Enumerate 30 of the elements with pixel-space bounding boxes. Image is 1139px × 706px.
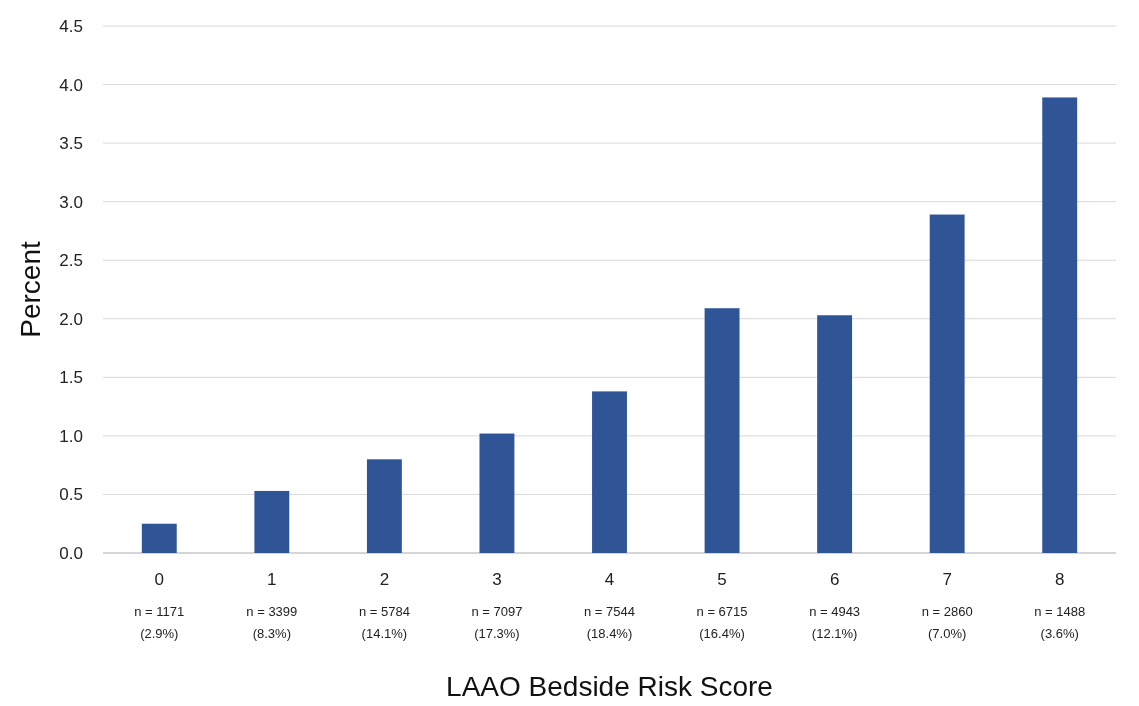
x-tick-label: 3 n = 7097 (17.3%) [471,570,523,641]
bar [704,308,740,553]
x-tick-label: 1 n = 3399 (8.3%) [246,570,298,641]
y-tick-label: 4.5 [59,16,83,36]
x-tick-label: 2 n = 5784 (14.1%) [358,570,410,641]
y-axis-title: Percent [15,241,46,338]
x-tick-label: 0 n = 1171 (2.9%) [134,570,185,641]
y-tick-label: 1.5 [59,368,83,388]
y-tick-label: 0.5 [59,485,83,505]
bar [366,459,402,553]
bar [592,391,627,553]
bar [254,490,290,553]
y-tick-label: 3.5 [59,134,83,154]
y-tick-label: 0.0 [59,543,83,563]
x-tick-label: 6 n = 4943 (12.1%) [809,570,861,641]
bar [141,523,177,553]
y-tick-label: 3.0 [59,192,83,212]
x-axis-title: LAAO Bedside Risk Score [446,671,773,702]
x-tick-label: 8 n = 1488 (3.6%) [1034,570,1086,641]
bar [1042,97,1078,553]
x-tick-label: 5 n = 6715 (16.4%) [696,570,748,641]
bar [929,214,965,553]
bar [817,315,853,553]
x-tick-label: 4 n = 7544 (18.4%) [584,570,635,641]
y-tick-label: 1.0 [59,426,83,446]
y-tick-label: 2.0 [59,309,83,329]
bar [479,433,515,553]
x-tick-label: 7 n = 2860 (7.0%) [921,570,973,641]
y-tick-label: 2.5 [59,251,83,271]
y-tick-label: 4.0 [59,75,83,95]
